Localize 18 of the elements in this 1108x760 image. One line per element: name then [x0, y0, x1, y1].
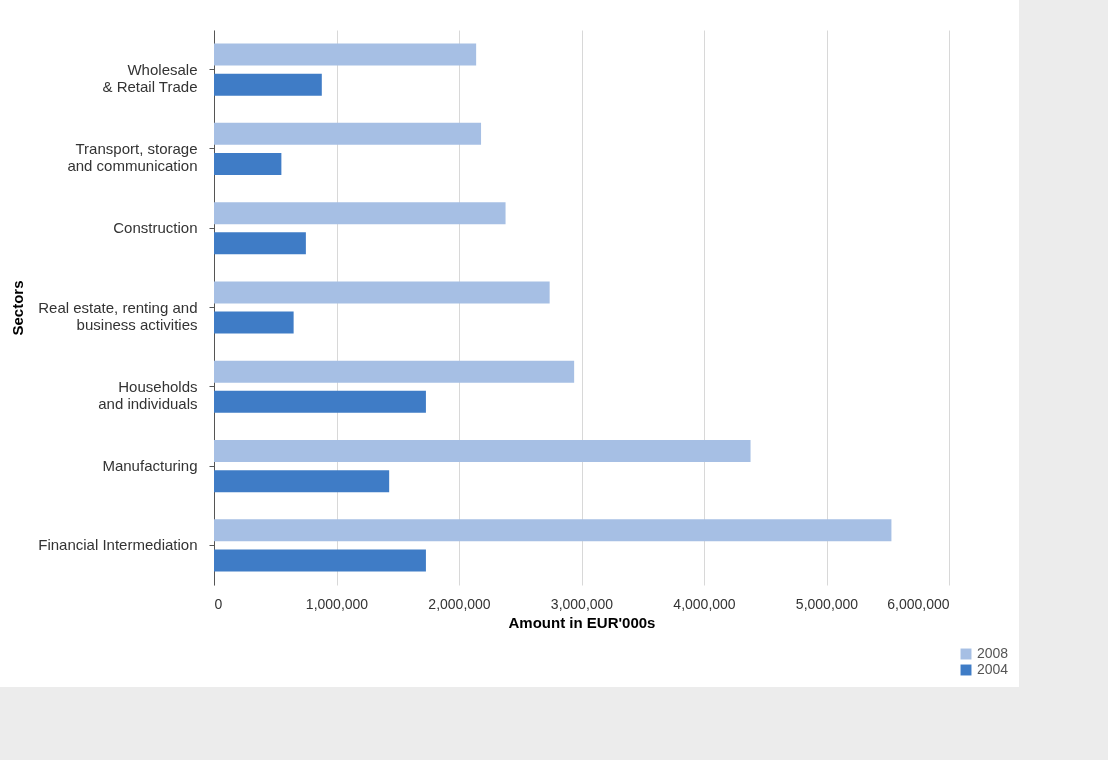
legend-label: 2004 [977, 661, 1009, 677]
x-tick-label: 1,000,000 [305, 595, 369, 612]
y-axis-title: Sectors [9, 280, 27, 336]
x-axis-title: Amount in EUR'000s [508, 613, 656, 631]
x-tick-label: 4,000,000 [673, 595, 736, 612]
y-tick-label: Wholesale & Retail Trade [102, 60, 198, 95]
x-tick-label: 5,000,000 [795, 595, 859, 612]
x-tick-label: 6,000,000 [887, 595, 950, 612]
x-tick-label: 0 [214, 595, 223, 612]
y-tick-label: Households and individuals [98, 377, 198, 412]
y-tick-label: Manufacturing [102, 457, 198, 475]
x-tick-label: 2,000,000 [428, 595, 491, 612]
y-tick-label: Real estate, renting and business activities [38, 298, 198, 333]
x-tick-label: 3,000,000 [550, 595, 614, 612]
legend-label: 2008 [977, 645, 1009, 661]
y-tick-label: Financial Intermediation [38, 536, 198, 554]
y-tick-label: Construction [113, 219, 198, 237]
y-tick-label: Transport, storage and communication [67, 139, 198, 174]
